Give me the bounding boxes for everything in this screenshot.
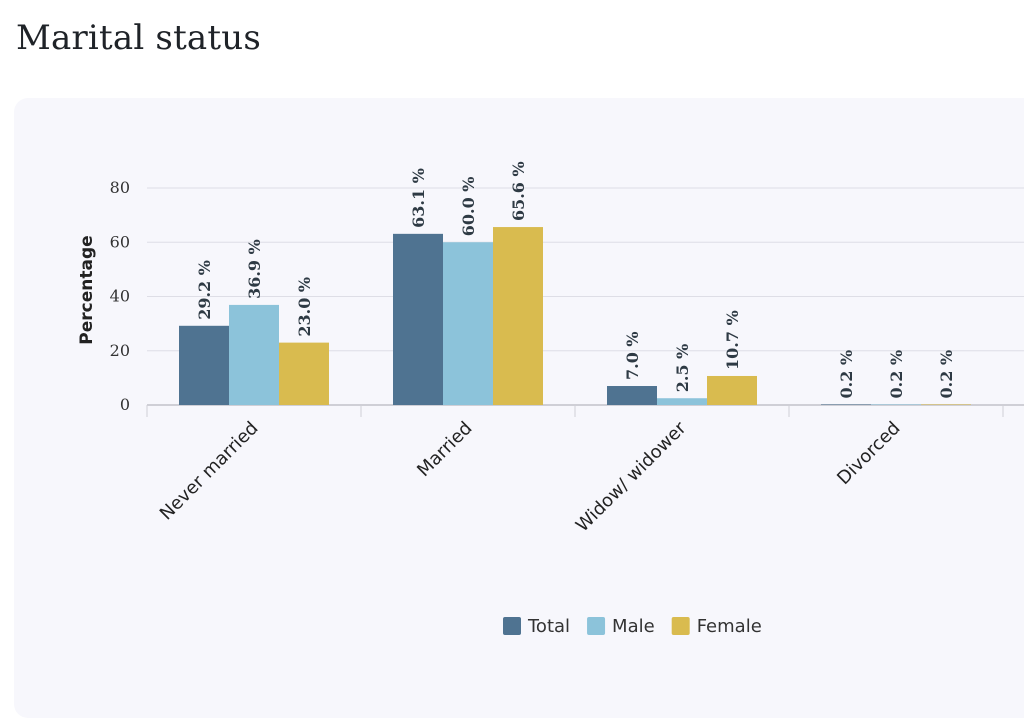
x-category-label: Married (413, 418, 476, 481)
y-tick-label: 40 (110, 287, 130, 306)
data-label: 65.6 % (509, 161, 528, 221)
legend-swatch-total[interactable] (503, 617, 521, 635)
y-tick-label: 60 (110, 232, 130, 251)
legend-swatch-female[interactable] (671, 617, 690, 635)
bar-chart: 0 20 40 60 80 Percentage 29.2 % 36.9 % 23.0 % Nev… (77, 161, 1024, 637)
data-label: 0.2 % (837, 350, 856, 399)
data-label: 0.2 % (937, 350, 956, 399)
data-label: 60.0 % (459, 177, 478, 237)
bar-female[interactable] (493, 227, 543, 405)
legend-label-male[interactable]: Male (612, 616, 655, 637)
bar-total[interactable] (821, 404, 871, 405)
bar-female[interactable] (707, 375, 757, 405)
legend-label-total[interactable]: Total (527, 616, 570, 637)
y-tick-label: 20 (110, 341, 130, 360)
bar-male[interactable] (443, 242, 493, 405)
legend-swatch-male[interactable] (587, 617, 606, 635)
bar-male[interactable] (229, 304, 279, 405)
bar-total[interactable] (179, 325, 229, 405)
data-label: 36.9 % (245, 239, 264, 299)
bar-male[interactable] (657, 398, 707, 405)
data-label: 7.0 % (623, 331, 642, 380)
chart-card: 0 20 40 60 80 Percentage 29.2 % 36.9 % 23.0 % Nev… (14, 98, 1024, 718)
data-label: 23.0 % (295, 277, 314, 337)
y-tick-label: 0 (120, 395, 130, 414)
page-title: Marital status (16, 18, 262, 58)
bar-male[interactable] (871, 404, 921, 405)
legend-label-female[interactable]: Female (697, 616, 762, 637)
bar-total[interactable] (393, 233, 443, 405)
y-axis-title: Percentage (77, 235, 97, 344)
data-label: 10.7 % (723, 310, 742, 370)
x-category-label: Never married (156, 418, 263, 525)
data-label: 29.2 % (195, 260, 214, 320)
y-tick-label: 80 (110, 178, 130, 197)
x-category-label: Widow/ widower (572, 417, 691, 536)
data-label: 0.2 % (887, 350, 906, 399)
x-category-label: Divorced (833, 418, 904, 489)
bar-total[interactable] (607, 386, 657, 405)
data-label: 2.5 % (673, 344, 692, 393)
bar-female[interactable] (921, 404, 971, 405)
bar-female[interactable] (279, 342, 329, 405)
data-label: 63.1 % (409, 168, 428, 228)
